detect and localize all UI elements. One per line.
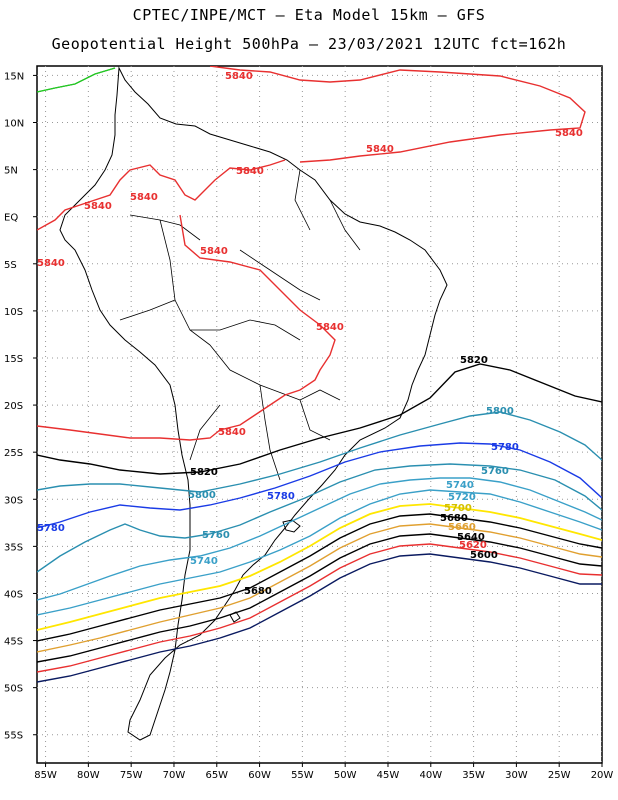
contour-5860 xyxy=(37,67,116,93)
contour-label: 5840 xyxy=(555,128,583,139)
lon-tick-label: 55W xyxy=(291,770,314,781)
contour-label: 5700 xyxy=(444,503,472,514)
contour-label: 5760 xyxy=(481,466,509,477)
lat-tick-label: 20S xyxy=(4,401,23,412)
lat-tick-label: 10S xyxy=(4,307,23,318)
contour-label: 5600 xyxy=(470,550,498,561)
contour-5700 xyxy=(37,503,602,631)
contour-label: 5800 xyxy=(188,490,216,501)
map-frame xyxy=(36,65,603,764)
lat-tick-label: 50S xyxy=(4,684,23,695)
lon-tick-label: 80W xyxy=(77,770,100,781)
lon-tick-label: 40W xyxy=(419,770,442,781)
contour-5600 xyxy=(37,553,602,683)
contour-label: 5780 xyxy=(267,491,295,502)
contour-layer xyxy=(37,66,602,683)
contour-label: 5840 xyxy=(84,201,112,212)
lon-tick-label: 65W xyxy=(205,770,228,781)
contour-5760 xyxy=(37,463,602,573)
contour-5660 xyxy=(37,523,602,653)
contour-5680 xyxy=(37,513,602,642)
map-title-model: CPTEC/INPE/MCT – Eta Model 15km – GFS xyxy=(132,6,486,24)
contour-5800 xyxy=(37,411,602,493)
map-title-field: Geopotential Height 500hPa – 23/03/2021 … xyxy=(51,35,567,53)
lon-tick-label: 20W xyxy=(591,770,614,781)
contour-label: 5780 xyxy=(491,442,519,453)
lat-tick-label: 35S xyxy=(4,542,23,553)
country-borders xyxy=(119,169,361,481)
contour-label: 5760 xyxy=(202,530,230,541)
contour-5840-amazon xyxy=(37,214,336,441)
lon-tick-label: 25W xyxy=(548,770,571,781)
longitude-axis: 85W 80W 75W 70W 65W 60W 55W 50W 45W 40W 35W 30W 25W 2… xyxy=(34,763,613,781)
contour-label: 5680 xyxy=(440,513,468,524)
lat-tick-label: 15N xyxy=(4,71,24,82)
lat-tick-label: 55S xyxy=(4,731,23,742)
contour-5820 xyxy=(37,363,602,475)
lat-tick-label: 25S xyxy=(4,448,23,459)
contour-5720 xyxy=(37,489,602,616)
lat-tick-label: 10N xyxy=(4,119,24,130)
contour-label: 5840 xyxy=(37,258,65,269)
lon-tick-label: 45W xyxy=(377,770,400,781)
lat-tick-label: 15S xyxy=(4,354,23,365)
contour-label: 5840 xyxy=(366,144,394,155)
contour-label: 5840 xyxy=(218,427,246,438)
lon-tick-label: 60W xyxy=(248,770,271,781)
lon-tick-label: 85W xyxy=(34,770,57,781)
contour-label: 5680 xyxy=(244,586,272,597)
contour-label: 5840 xyxy=(236,166,264,177)
lon-tick-label: 35W xyxy=(462,770,485,781)
contour-label: 5660 xyxy=(448,522,476,533)
lat-tick-label: 45S xyxy=(4,637,23,648)
contour-label: 5780 xyxy=(37,523,65,534)
contour-label: 5840 xyxy=(200,246,228,257)
lon-tick-label: 30W xyxy=(505,770,528,781)
contour-5840-north xyxy=(209,66,586,163)
contour-label: 5820 xyxy=(460,355,488,366)
contour-label: 5740 xyxy=(190,556,218,567)
contour-label: 5840 xyxy=(225,71,253,82)
lat-tick-label: 5S xyxy=(4,260,17,271)
lat-tick-label: 30S xyxy=(4,495,23,506)
contour-5840-west xyxy=(37,159,286,231)
contour-5740 xyxy=(37,477,602,601)
latitude-axis: 15N 10N 5N EQ 5S 10S 15S 20S 25S 30S 35S 40S 45S 50S 5… xyxy=(4,71,37,742)
lat-tick-label: 5N xyxy=(4,166,18,177)
contour-label: 5820 xyxy=(190,467,218,478)
lon-tick-label: 50W xyxy=(334,770,357,781)
contour-5780 xyxy=(37,442,602,529)
contour-label: 5640 xyxy=(457,532,485,543)
contour-label: 5740 xyxy=(446,480,474,491)
contour-labels: 5840 5840 5840 5840 5840 5840 5840 5840 … xyxy=(37,71,583,597)
graticule xyxy=(37,66,602,763)
lat-tick-label: EQ xyxy=(4,213,18,224)
contour-label: 5720 xyxy=(448,492,476,503)
lon-tick-label: 75W xyxy=(120,770,143,781)
lat-tick-label: 40S xyxy=(4,589,23,600)
contour-label: 5840 xyxy=(130,192,158,203)
contour-label: 5840 xyxy=(316,322,344,333)
lon-tick-label: 70W xyxy=(163,770,186,781)
contour-label: 5620 xyxy=(459,540,487,551)
contour-label: 5800 xyxy=(486,406,514,417)
contour-5620 xyxy=(37,543,602,673)
contour-5640 xyxy=(37,533,602,663)
